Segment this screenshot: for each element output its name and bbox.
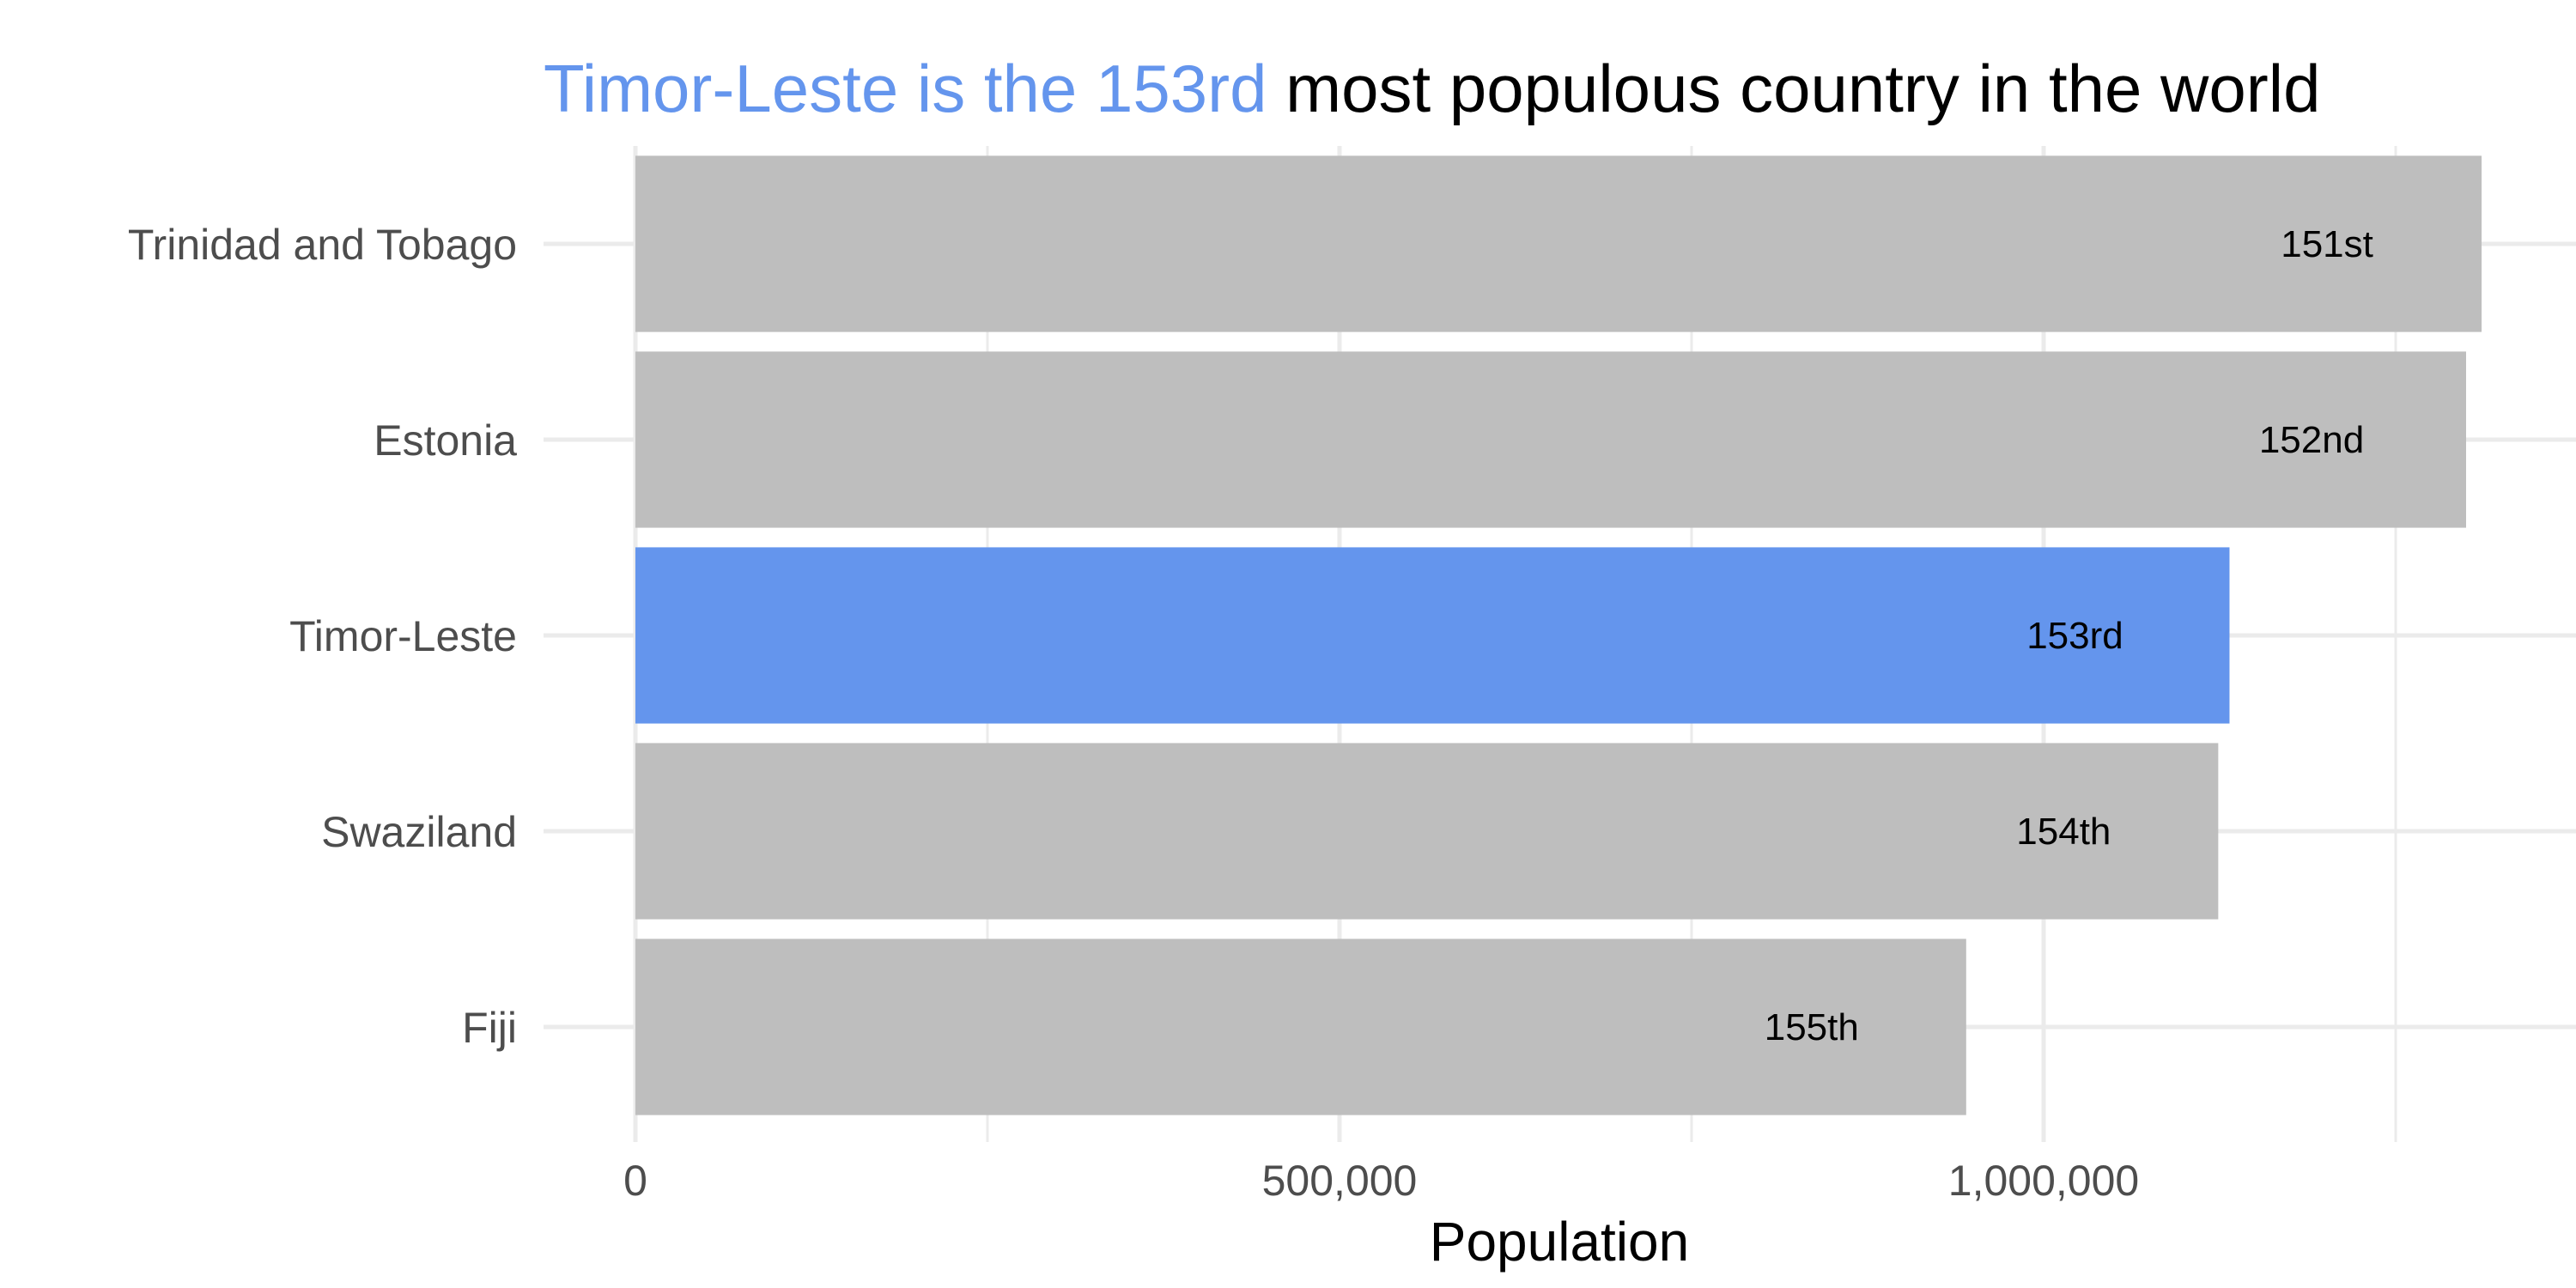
chart-title-rest: most populous country in the world	[1285, 51, 2320, 126]
chart-title: Timor-Leste is the 153rd most populous c…	[544, 51, 2320, 126]
bars	[635, 155, 2482, 1115]
x-tick-label: 500,000	[1262, 1157, 1418, 1205]
category-label: Timor-Leste	[289, 612, 517, 660]
category-label: Swaziland	[321, 808, 517, 856]
category-label: Estonia	[374, 416, 517, 465]
bar-swaziland	[635, 743, 2219, 920]
bar-timor-leste	[635, 547, 2230, 724]
chart-title-highlight: Timor-Leste is the 153rd	[544, 51, 1267, 126]
bar-estonia	[635, 351, 2466, 528]
bar-trinidad-and-tobago	[635, 155, 2482, 332]
y-axis-category-labels: Trinidad and Tobago Estonia Timor-Leste Swa…	[128, 221, 517, 1052]
x-axis-tick-labels: 0 500,000 1,000,000	[623, 1157, 2139, 1205]
rank-label: 153rd	[2026, 615, 2123, 657]
category-label: Trinidad and Tobago	[128, 221, 517, 269]
rank-label: 154th	[2016, 811, 2111, 853]
rank-label: 152nd	[2259, 419, 2364, 461]
x-axis-title: Population	[1430, 1211, 1689, 1273]
x-tick-label: 1,000,000	[1948, 1157, 2139, 1205]
rank-label: 151st	[2281, 223, 2373, 265]
bar-fiji	[635, 939, 1966, 1115]
bar-rank-labels: 151st 152nd 153rd 154th 155th	[1765, 223, 2373, 1048]
category-label: Fiji	[462, 1004, 517, 1052]
rank-label: 155th	[1765, 1006, 1859, 1048]
x-tick-label: 0	[623, 1157, 647, 1205]
